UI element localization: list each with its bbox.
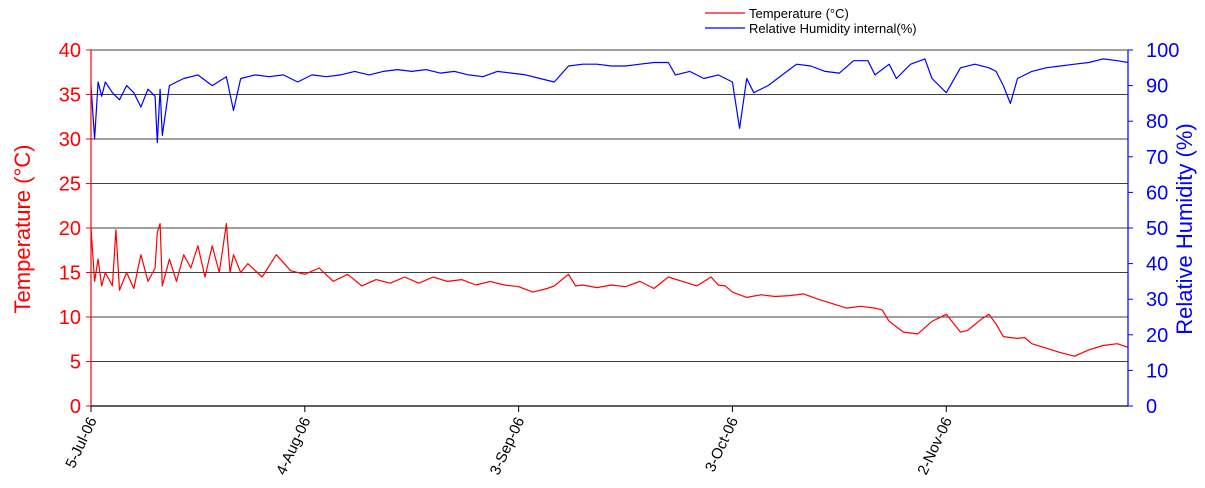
axes: 0 5 10 15 20 25 30 35 40 0 10 20 30 40 50 60 70 80 90 100 5-… <box>59 40 1180 478</box>
x-tick-label: 2-Nov-06 <box>914 415 955 478</box>
legend-label-humidity: Relative Humidity internal(%) <box>749 21 917 36</box>
y-right-tick-label: 70 <box>1146 147 1168 169</box>
y-right-tick-label: 40 <box>1146 254 1168 276</box>
y-right-tick-label: 90 <box>1146 76 1168 98</box>
x-tick-label: 3-Sep-06 <box>487 415 528 478</box>
y-right-tick-label: 10 <box>1146 360 1168 382</box>
y-right-tick-label: 100 <box>1146 40 1179 62</box>
y-right-tick-label: 0 <box>1146 396 1157 418</box>
series-group <box>90 58 1129 357</box>
x-tick-label: 3-Oct-06 <box>702 415 742 475</box>
y-left-tick-label: 5 <box>70 352 81 374</box>
series-humidity-line <box>90 58 1129 144</box>
legend: Temperature (°C) Relative Humidity inter… <box>705 6 917 36</box>
y-right-tick-label: 20 <box>1146 325 1168 347</box>
y-left-tick-label: 40 <box>59 40 81 62</box>
y-left-tick-label: 10 <box>59 307 81 329</box>
y-right-axis-title: Relative Humidity (%) <box>1172 123 1197 335</box>
legend-label-temperature: Temperature (°C) <box>749 6 849 21</box>
y-left-tick-label: 15 <box>59 263 81 285</box>
series-temperature-line <box>90 223 1129 357</box>
gridlines <box>91 49 1128 362</box>
x-tick-label: 5-Jul-06 <box>62 415 100 471</box>
y-left-tick-label: 20 <box>59 218 81 240</box>
y-left-axis-title: Temperature (°C) <box>10 145 35 314</box>
y-left-tick-label: 25 <box>59 174 81 196</box>
y-right-tick-label: 50 <box>1146 218 1168 240</box>
y-right-tick-label: 30 <box>1146 289 1168 311</box>
y-left-tick-label: 0 <box>70 396 81 418</box>
x-tick-label: 4-Aug-06 <box>273 415 314 478</box>
y-right-tick-label: 60 <box>1146 182 1168 204</box>
y-right-tick-label: 80 <box>1146 111 1168 133</box>
y-left-tick-label: 35 <box>59 85 81 107</box>
y-left-tick-label: 30 <box>59 129 81 151</box>
